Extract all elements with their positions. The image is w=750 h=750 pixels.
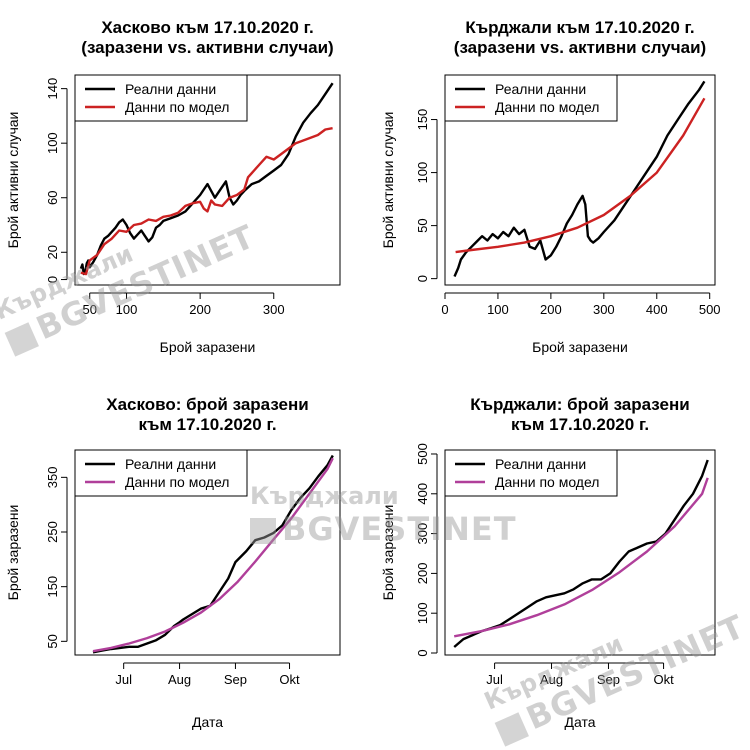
y-axis-label: Брой активни случаи — [5, 112, 21, 249]
x-tick-label: 50 — [82, 302, 96, 317]
x-tick-label: 200 — [540, 302, 562, 317]
y-tick-label: 150 — [415, 109, 430, 131]
legend-entry: Данни по модел — [495, 474, 599, 490]
x-tick-label: Okt — [653, 672, 674, 687]
legend-entry: Реални данни — [495, 81, 586, 97]
x-axis-label: Брой заразени — [532, 339, 628, 355]
y-tick-label: 0 — [415, 275, 430, 282]
legend-entry: Реални данни — [125, 81, 216, 97]
y-axis-label: Брой заразени — [380, 505, 396, 601]
y-tick-label: 140 — [45, 78, 60, 100]
legend-entry: Реални данни — [125, 456, 216, 472]
x-tick-label: 100 — [116, 302, 138, 317]
y-tick-label: 500 — [415, 443, 430, 465]
x-tick-label: Sep — [224, 672, 247, 687]
series-line-model-data — [80, 127, 333, 276]
chart-title: към 17.10.2020 г. — [511, 415, 649, 434]
legend-box — [444, 449, 618, 497]
x-tick-label: 300 — [593, 302, 615, 317]
x-tick-label: 0 — [441, 302, 448, 317]
chart-title: Хасково: брой заразени — [106, 395, 308, 414]
series-line-real-data — [453, 80, 706, 277]
series-line-model-data — [453, 477, 709, 638]
x-axis-label: Дата — [564, 714, 595, 730]
chart-title: Кърджали към 17.10.2020 г. — [465, 18, 694, 37]
y-tick-label: 200 — [415, 563, 430, 585]
x-tick-label: 500 — [699, 302, 721, 317]
x-tick-label: 400 — [646, 302, 668, 317]
y-tick-label: 300 — [415, 523, 430, 545]
x-tick-label: Sep — [597, 672, 620, 687]
y-tick-label: 100 — [45, 132, 60, 154]
x-tick-label: Jul — [115, 672, 132, 687]
y-tick-label: 60 — [45, 190, 60, 204]
y-tick-label: 0 — [415, 649, 430, 656]
x-axis-label: Дата — [192, 714, 223, 730]
legend-box — [74, 449, 248, 497]
legend-entry: Данни по модел — [125, 474, 229, 490]
chart-title: към 17.10.2020 г. — [138, 415, 276, 434]
chart-title: (заразени vs. активни случаи) — [454, 38, 706, 57]
y-tick-label: 100 — [415, 602, 430, 624]
chart-panel-kardzhali-active: Кърджали към 17.10.2020 г.(заразени vs. … — [380, 18, 721, 355]
y-tick-label: 20 — [45, 245, 60, 259]
chart-title: Хасково към 17.10.2020 г. — [101, 18, 313, 37]
chart-title: Кърджали: брой заразени — [470, 395, 689, 414]
y-tick-label: 350 — [45, 466, 60, 488]
x-tick-label: Okt — [279, 672, 300, 687]
y-tick-label: 150 — [45, 576, 60, 598]
y-tick-label: 400 — [415, 483, 430, 505]
x-tick-label: Jul — [486, 672, 503, 687]
legend-box — [74, 74, 248, 122]
x-tick-label: 300 — [263, 302, 285, 317]
y-tick-label: 100 — [415, 162, 430, 184]
x-tick-label: 200 — [189, 302, 211, 317]
y-tick-label: 250 — [45, 521, 60, 543]
x-tick-label: 100 — [487, 302, 509, 317]
series-line-model-data — [92, 457, 334, 653]
x-tick-label: Aug — [168, 672, 191, 687]
y-axis-label: Брой заразени — [5, 505, 21, 601]
y-tick-label: 50 — [45, 634, 60, 648]
chart-panel-haskovo-active: Хасково към 17.10.2020 г.(заразени vs. а… — [5, 18, 341, 355]
legend-entry: Данни по модел — [495, 99, 599, 115]
legend-entry: Реални данни — [495, 456, 586, 472]
y-axis-label: Брой активни случаи — [380, 112, 396, 249]
legend-box — [444, 74, 618, 122]
legend-entry: Данни по модел — [125, 99, 229, 115]
x-axis-label: Брой заразени — [160, 339, 256, 355]
y-tick-label: 50 — [415, 218, 430, 232]
y-tick-label: 0 — [45, 276, 60, 283]
x-tick-label: Aug — [540, 672, 563, 687]
chart-title: (заразени vs. активни случаи) — [81, 38, 333, 57]
series-line-real-data — [79, 82, 334, 276]
series-line-model-data — [455, 97, 706, 254]
